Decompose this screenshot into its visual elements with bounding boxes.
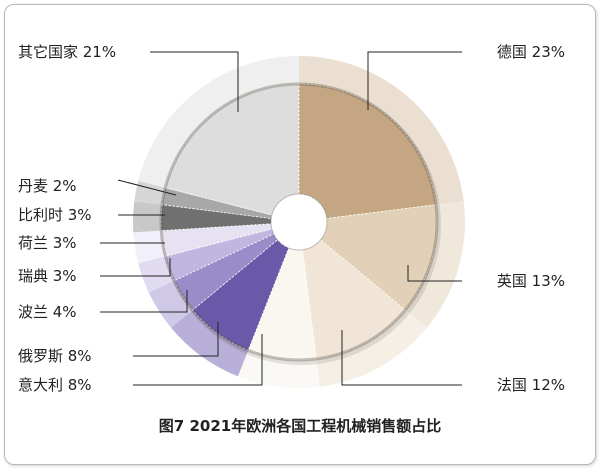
slice-label-2: 英国 13% — [497, 272, 565, 290]
leader-line-2 — [407, 265, 462, 282]
pie-slice-10 — [161, 187, 273, 219]
slice-label-10: 丹麦 2% — [18, 177, 77, 195]
leader-line-5 — [133, 322, 219, 357]
leader-line-3 — [341, 330, 462, 386]
chart-title: 图7 2021年欧洲各国工程机械销售额占比 — [158, 417, 442, 435]
slice-label-11: 其它国家 21% — [18, 43, 116, 61]
slice-label-5: 俄罗斯 8% — [18, 347, 92, 365]
pie-slice-3 — [302, 239, 406, 360]
leader-line-11 — [150, 51, 239, 112]
slice-label-9: 比利时 3% — [18, 206, 92, 224]
leader-line-10 — [117, 179, 177, 196]
donut-hole — [270, 193, 328, 251]
leader-line-6 — [100, 290, 188, 313]
leader-line-4 — [133, 334, 263, 386]
leader-line-1 — [367, 51, 462, 110]
slice-label-6: 波兰 4% — [18, 303, 77, 321]
slice-label-7: 瑞典 3% — [18, 267, 77, 285]
leader-line-7 — [100, 258, 171, 277]
pie-rim — [159, 82, 439, 362]
slice-label-3: 法国 12% — [497, 376, 565, 394]
slice-label-1: 德国 23% — [497, 43, 565, 61]
slice-label-4: 意大利 8% — [18, 376, 92, 394]
slice-label-8: 荷兰 3% — [18, 234, 77, 252]
